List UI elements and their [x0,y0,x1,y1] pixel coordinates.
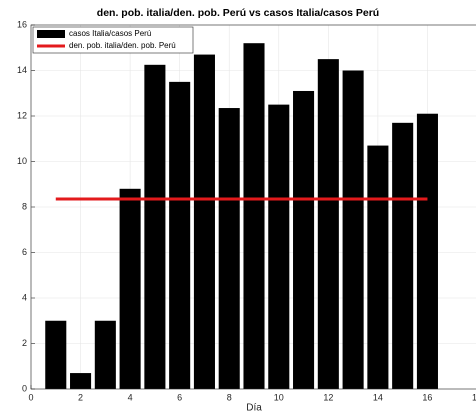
bar [45,320,67,389]
bar [119,188,141,389]
bar [169,81,191,389]
bar [293,90,315,389]
bar [94,320,116,389]
bar [392,122,414,389]
y-tick-label: 8 [22,201,27,211]
legend-label: den. pob. italia/den. pob. Perú [69,41,176,50]
y-tick-label: 14 [17,65,27,75]
x-tick-label: 18 [472,392,476,402]
bar [416,113,438,389]
y-tick-label: 6 [22,247,27,257]
bar [193,54,215,389]
plot-frame [30,24,476,390]
bar [70,373,92,389]
x-tick-label: 10 [274,392,284,402]
legend-swatch [37,30,65,38]
y-tick-label: 16 [17,19,27,29]
chart-title: den. pob. italia/den. pob. Perú vs casos… [97,7,379,19]
y-tick-label: 12 [17,110,27,120]
x-tick-label: 8 [227,392,232,402]
bar [342,70,364,389]
x-tick-label: 12 [323,392,333,402]
y-tick-label: 4 [22,292,27,302]
y-tick-label: 10 [17,156,27,166]
bar [317,59,339,389]
bar [243,43,265,389]
bar [268,104,290,389]
x-tick-label: 0 [28,392,33,402]
legend-label: casos Italia/casos Perú [69,29,151,38]
x-tick-label: 2 [78,392,83,402]
bar [144,64,166,389]
bar [218,108,240,389]
y-tick-label: 0 [22,383,27,393]
x-tick-label: 6 [177,392,182,402]
bar [367,145,389,389]
x-tick-label: 14 [373,392,383,402]
x-axis-label: Día [246,403,262,414]
x-tick-label: 4 [128,392,133,402]
x-tick-label: 16 [422,392,432,402]
y-tick-label: 2 [22,338,27,348]
